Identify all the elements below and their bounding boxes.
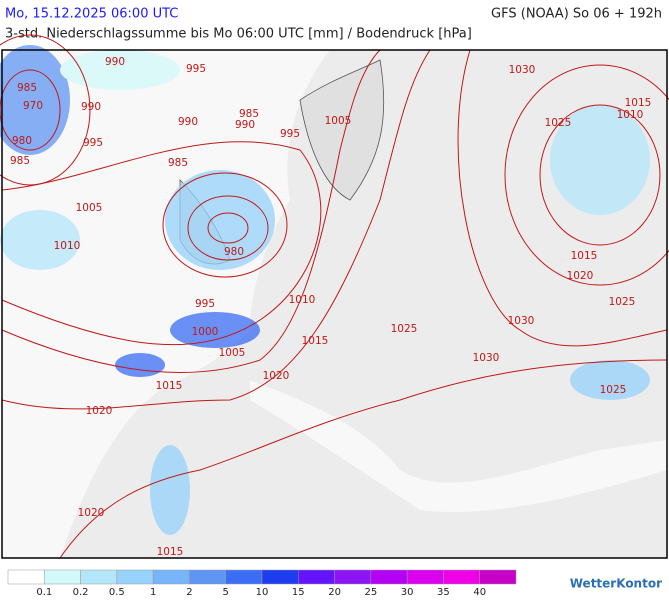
isobar-label: 980 (12, 135, 32, 147)
isobar-label: 985 (168, 157, 188, 169)
isobar-label: 1010 (54, 240, 81, 252)
legend-swatch (479, 569, 517, 585)
isobar-label: 1030 (508, 315, 535, 327)
legend-swatch (116, 569, 154, 585)
legend-label: 0.5 (109, 587, 125, 598)
isobar-label: 1015 (571, 250, 598, 262)
legend-label: 30 (401, 587, 414, 598)
isobar-label: 990 (105, 56, 125, 68)
isobar-label: 995 (280, 128, 300, 140)
isobar-label: 995 (195, 298, 215, 310)
model-label: GFS (NOAA) So 06 + 192h (491, 7, 662, 22)
legend-label: 10 (256, 587, 269, 598)
legend-swatch (370, 569, 408, 585)
isobar-label: 970 (23, 100, 43, 112)
legend-swatch (261, 569, 299, 585)
legend-label: 40 (473, 587, 486, 598)
legend-swatch (7, 569, 45, 585)
map (0, 34, 669, 559)
isobar-label: 990 (178, 116, 198, 128)
isobar-label: 990 (81, 101, 101, 113)
legend-label: 5 (223, 587, 229, 598)
isobar-label: 1025 (609, 296, 636, 308)
isobar-label: 1025 (545, 117, 572, 129)
isobar-label: 985 (10, 155, 30, 167)
isobar-label: 995 (83, 137, 103, 149)
subtitle: 3-std. Niederschlagssumme bis Mo 06:00 U… (5, 27, 472, 42)
legend-swatch (225, 569, 263, 585)
isobar-label: 1020 (78, 507, 105, 519)
legend-swatch (406, 569, 444, 585)
isobar-label: 985 (17, 82, 37, 94)
legend-label: 25 (364, 587, 377, 598)
isobar-label: 1005 (325, 115, 352, 127)
isobar-label: 1020 (567, 270, 594, 282)
isobar-label: 1015 (625, 97, 652, 109)
isobar-label: 1015 (157, 546, 184, 558)
isobar-label: 990 (235, 119, 255, 131)
date-label: Mo, 15.12.2025 06:00 UTC (5, 7, 178, 22)
isobar-label: 1025 (600, 384, 627, 396)
isobar-label: 1015 (156, 380, 183, 392)
mediterranean (250, 380, 667, 512)
isobar-label: 1010 (289, 294, 316, 306)
legend-label: 0.2 (73, 587, 89, 598)
isobar-label: 1000 (192, 326, 219, 338)
legend-label: 20 (328, 587, 341, 598)
isobar-label: 1010 (617, 109, 644, 121)
isobar-label: 1005 (219, 347, 246, 359)
legend-label: 35 (437, 587, 450, 598)
legend-swatch (443, 569, 480, 585)
legend-swatch (334, 569, 372, 585)
legend-swatch (80, 569, 118, 585)
isobar-label: 1005 (76, 202, 103, 214)
isobar-label: 1015 (302, 335, 329, 347)
legend-label: 15 (292, 587, 305, 598)
legend-swatch (152, 569, 190, 585)
logo: WetterKontor (570, 577, 662, 591)
legend-label: 0.1 (36, 587, 52, 598)
isobar-label: 1025 (391, 323, 418, 335)
isobar-label: 1020 (86, 405, 113, 417)
legend-swatch (189, 569, 226, 585)
isobars (0, 34, 669, 559)
legend-label: 1 (150, 587, 156, 598)
isobar-label: 980 (224, 246, 244, 258)
isobar-label: 1020 (263, 370, 290, 382)
legend-swatch (44, 569, 81, 585)
isobar-label: 1030 (473, 352, 500, 364)
legend-swatch (298, 569, 335, 585)
isobar-label: 985 (239, 108, 259, 120)
legend-label: 2 (186, 587, 192, 598)
isobar-label: 995 (186, 63, 206, 75)
map-frame (1, 49, 668, 559)
isobar-label: 1030 (509, 64, 536, 76)
